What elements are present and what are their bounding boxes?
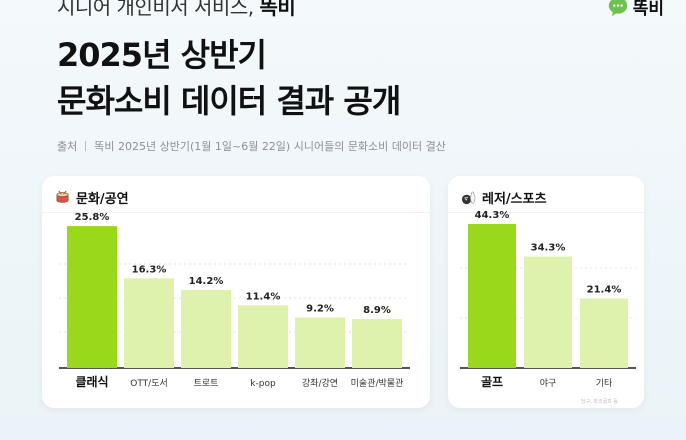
value-label-4: 11.4% [246, 291, 281, 302]
bar-4 [238, 305, 288, 368]
service-text: 시니어 개인비서 서비스, [57, 0, 260, 19]
culture-card-header: 문화/공연 [55, 188, 129, 207]
value-label-2: 16.3% [132, 264, 167, 275]
value-label-5: 9.2% [306, 303, 334, 314]
sports-chart-card: 레저/스포츠 44.3% 골프 34.3% 야구 21.4% 기타 당구, 파크골프 등 [448, 176, 644, 408]
category-label-6: 미술관/박물관 [351, 378, 404, 389]
bar-5 [295, 317, 345, 368]
bar-3 [181, 289, 231, 368]
service-tagline: 시니어 개인비서 서비스, 똑비 [57, 0, 296, 20]
page-title: 2025년 상반기 문화소비 데이터 결과 공개 [57, 32, 401, 124]
category-label-3: 트로트 [194, 379, 219, 389]
value-label-3: 14.2% [189, 276, 224, 287]
bar-1 [468, 224, 516, 368]
title-line-1: 2025년 상반기 [57, 36, 267, 74]
bar-3 [580, 298, 628, 368]
value-label-3: 21.4% [587, 284, 622, 295]
sports-footnote: 당구, 파크골프 등 [581, 399, 618, 405]
category-label-3: 기타 [596, 378, 613, 389]
culture-card-title: 문화/공연 [76, 192, 129, 207]
brand-logo: 똑비 [607, 0, 664, 19]
bar-2 [124, 278, 174, 368]
value-label-2: 34.3% [531, 243, 566, 254]
category-label-1: 골프 [481, 375, 503, 389]
value-label-1: 25.8% [75, 212, 110, 223]
category-label-5: 강좌/강연 [302, 378, 338, 389]
drum-icon [56, 190, 69, 203]
bar-2 [524, 256, 572, 368]
source-text: 똑비 2025년 상반기(1월 1일~6월 22일) 시니어들의 문화소비 데이… [94, 140, 446, 153]
service-brand: 똑비 [259, 0, 296, 19]
sports-card-header: 레저/스포츠 [461, 188, 547, 207]
source-separator [85, 141, 87, 151]
sports-card-title: 레저/스포츠 [482, 192, 547, 207]
sports-bar-chart: 44.3% 골프 34.3% 야구 21.4% 기타 [460, 210, 636, 389]
speech-bubble-icon [608, 0, 627, 16]
value-label-1: 44.3% [475, 210, 510, 221]
bar-1 [67, 226, 117, 368]
culture-bar-chart: 25.8% 클래식 16.3% OTT/도서 14.2% 트로트 11.4% k-pop 9.2… [59, 212, 410, 389]
category-label-4: k-pop [250, 379, 276, 389]
category-label-2: 야구 [540, 378, 557, 389]
sports-card-divider [448, 212, 644, 213]
culture-card-divider [42, 212, 430, 213]
title-line-2: 문화소비 데이터 결과 공개 [57, 82, 401, 120]
category-label-1: 클래식 [75, 374, 108, 389]
category-label-2: OTT/도서 [130, 378, 168, 389]
bar-6 [352, 319, 402, 368]
culture-chart-card: 문화/공연 25.8% 클래식 16.3% OTT/도서 14.2% 트로트 11.4% k-… [42, 176, 430, 408]
bowling-icon [461, 191, 476, 205]
brand-name: 똑비 [632, 0, 664, 19]
source-line: 출처 똑비 2025년 상반기(1월 1일~6월 22일) 시니어들의 문화소비 … [57, 138, 446, 154]
value-label-6: 8.9% [363, 305, 391, 316]
source-label: 출처 [57, 140, 78, 153]
